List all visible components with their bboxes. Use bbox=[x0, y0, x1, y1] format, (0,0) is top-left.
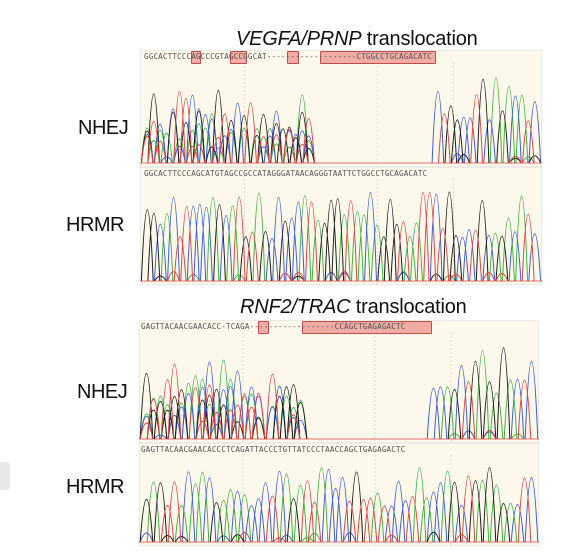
trace-G bbox=[139, 467, 511, 543]
panel2-deletion-1 bbox=[258, 321, 269, 334]
trace-T bbox=[160, 475, 532, 543]
panel1-nhej-chromatogram bbox=[140, 50, 542, 167]
panel2-hrmr-label: HRMR bbox=[66, 476, 125, 498]
trace-C bbox=[140, 90, 542, 164]
panel1-mismatch-2 bbox=[230, 51, 247, 64]
panel1-hrmr-label: HRMR bbox=[66, 214, 125, 236]
panel2-title-suffix: translocation bbox=[350, 296, 467, 318]
panel1-title-gene: VEGFA/PRNP bbox=[236, 28, 362, 50]
panel2-hrmr-chromatogram bbox=[139, 443, 539, 546]
panel1-deletion-highlight bbox=[320, 51, 436, 64]
panel1-hrmr-chromatogram bbox=[140, 167, 542, 285]
panel1-nhej-label: NHEJ bbox=[78, 117, 129, 139]
trace-C bbox=[139, 469, 539, 543]
panel1-hrmr-sequence: GGCACTTCCCAGCATGTAGCCGCCATAGGGATAACAGGGT… bbox=[144, 169, 428, 178]
panel1-mismatch-1 bbox=[191, 51, 201, 64]
panel1-title: VEGFA/PRNP translocation bbox=[236, 28, 478, 51]
panel2-title: RNF2/TRAC translocation bbox=[240, 296, 467, 319]
trace-T bbox=[139, 363, 532, 440]
trace-C bbox=[139, 361, 539, 440]
trace-A bbox=[139, 350, 525, 440]
panel2-title-gene: RNF2/TRAC bbox=[240, 296, 351, 318]
trace-C bbox=[154, 191, 542, 282]
trace-G bbox=[140, 191, 509, 282]
trace-T bbox=[167, 191, 535, 282]
trace-G bbox=[139, 347, 511, 440]
panel1-title-suffix: translocation bbox=[361, 28, 478, 50]
panel2-nhej-label: NHEJ bbox=[77, 381, 128, 403]
panel2-deletion-highlight bbox=[302, 321, 432, 334]
panel2-nhej-chromatogram bbox=[139, 320, 539, 443]
trace-A bbox=[160, 192, 528, 282]
trace-T bbox=[140, 91, 535, 164]
panel1-nhej-sequence: GGCACTTCCCAGCCCGTAGCCGGCAT--------------… bbox=[144, 52, 433, 61]
side-tab[interactable] bbox=[0, 462, 10, 490]
panel1-mismatch-3 bbox=[287, 51, 299, 64]
trace-A bbox=[140, 77, 535, 164]
trace-A bbox=[146, 467, 518, 543]
trace-G bbox=[140, 78, 542, 164]
panel2-nhej-sequence: GAGTTACAACGAACACC-TCAGA-----------------… bbox=[141, 322, 406, 331]
panel2-hrmr-sequence: GAGTTACAACGAACACCCTCAGATTACCCTGTTATCCCTA… bbox=[141, 445, 406, 454]
